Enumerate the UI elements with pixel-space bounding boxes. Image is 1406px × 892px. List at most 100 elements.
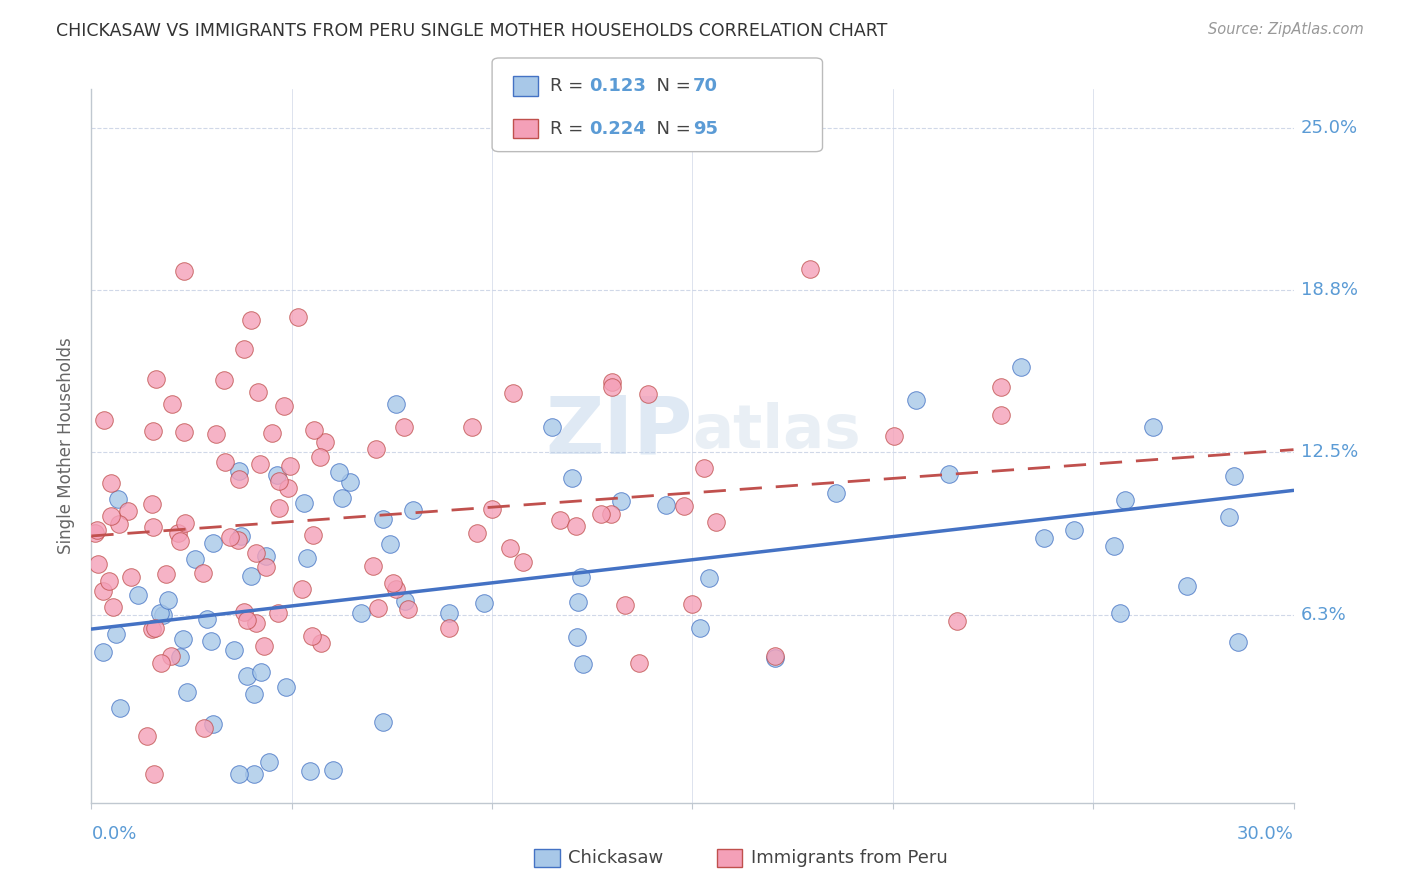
Point [176,684,198,698]
Point [193,721,215,735]
Point [228,533,250,548]
Point [174,516,197,530]
Point [292,496,315,510]
Text: R =: R = [550,120,589,137]
Point [304,423,326,437]
Point [689,621,711,635]
Point [273,399,295,413]
Point [157,592,180,607]
Point [905,392,928,407]
Point [1227,635,1250,649]
Text: 0.123: 0.123 [589,78,645,95]
Point [166,526,188,541]
Point [569,569,592,583]
Point [401,503,423,517]
Point [117,504,139,518]
Point [105,627,128,641]
Point [1175,579,1198,593]
Point [572,657,595,671]
Point [600,379,623,393]
Point [155,566,177,581]
Point [191,566,214,580]
Point [561,471,583,485]
Text: Chickasaw: Chickasaw [568,849,664,867]
Point [799,261,821,276]
Point [260,425,283,440]
Text: 30.0%: 30.0% [1237,825,1294,843]
Text: N =: N = [645,120,697,137]
Point [465,526,488,541]
Point [299,764,322,779]
Point [697,571,720,585]
Text: atlas: atlas [692,402,860,461]
Point [219,530,242,544]
Point [250,665,273,679]
Point [1032,531,1054,545]
Point [350,606,373,620]
Point [229,529,252,543]
Point [243,687,266,701]
Point [91,644,114,658]
Point [394,419,416,434]
Point [472,596,495,610]
Point [655,498,678,512]
Point [242,767,264,781]
Point [602,376,624,390]
Point [1063,523,1085,537]
Point [541,419,564,434]
Point [637,387,659,401]
Text: R =: R = [550,78,589,95]
Point [938,467,960,482]
Point [704,516,727,530]
Point [142,425,165,439]
Point [160,649,183,664]
Point [245,546,267,560]
Point [567,631,589,645]
Point [160,397,183,411]
Text: 95: 95 [693,120,718,137]
Point [693,460,716,475]
Point [246,385,269,400]
Point [564,519,586,533]
Point [613,598,636,612]
Point [152,607,174,622]
Point [269,500,291,515]
Point [214,455,236,469]
Point [367,601,389,615]
Point [364,442,387,457]
Point [673,500,696,514]
Point [512,555,534,569]
Point [990,408,1012,422]
Point [1218,509,1240,524]
Point [107,517,129,532]
Point [108,700,131,714]
Point [287,310,309,324]
Point [212,373,235,387]
Point [228,464,250,478]
Point [149,606,172,620]
Point [567,595,589,609]
Point [291,582,314,596]
Point [141,622,163,636]
Point [600,507,623,521]
Point [169,649,191,664]
Text: 25.0%: 25.0% [1301,120,1358,137]
Point [86,523,108,537]
Point [301,629,323,643]
Point [127,588,149,602]
Point [330,491,353,505]
Text: 0.224: 0.224 [589,120,645,137]
Point [1102,539,1125,553]
Point [224,643,246,657]
Point [277,481,299,495]
Point [236,613,259,627]
Point [308,450,330,465]
Point [394,594,416,608]
Text: 18.8%: 18.8% [1301,281,1358,300]
Point [98,574,121,588]
Point [266,468,288,483]
Point [142,520,165,534]
Point [257,755,280,769]
Point [461,419,484,434]
Point [142,767,165,781]
